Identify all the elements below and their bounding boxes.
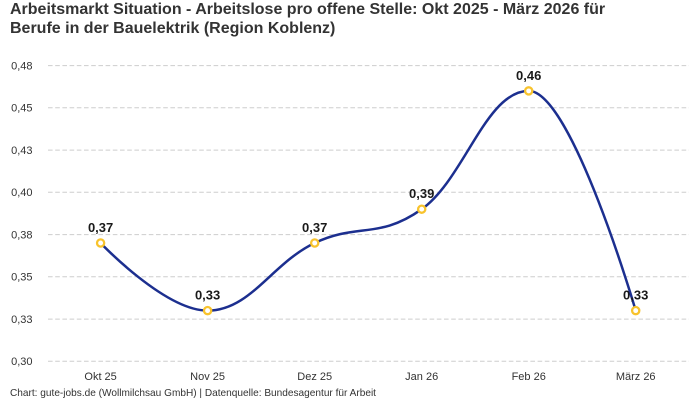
svg-text:0,39: 0,39 (409, 186, 434, 201)
svg-text:0,48: 0,48 (11, 61, 32, 73)
svg-text:0,38: 0,38 (11, 230, 32, 242)
svg-text:0,46: 0,46 (516, 68, 541, 83)
svg-text:0,37: 0,37 (88, 220, 113, 235)
svg-text:0,30: 0,30 (11, 356, 32, 368)
svg-text:0,35: 0,35 (11, 272, 32, 284)
svg-text:0,33: 0,33 (195, 288, 220, 303)
svg-text:0,45: 0,45 (11, 103, 32, 115)
svg-text:Feb 26: Feb 26 (512, 371, 546, 383)
svg-text:0,33: 0,33 (623, 288, 648, 303)
svg-text:März 26: März 26 (616, 371, 656, 383)
svg-text:0,37: 0,37 (302, 220, 327, 235)
svg-text:Nov 25: Nov 25 (190, 371, 225, 383)
svg-text:0,33: 0,33 (11, 314, 32, 326)
svg-text:Okt 25: Okt 25 (84, 371, 116, 383)
svg-text:Dez 25: Dez 25 (297, 371, 332, 383)
svg-text:0,40: 0,40 (11, 187, 32, 199)
svg-text:Jan 26: Jan 26 (405, 371, 438, 383)
svg-text:0,43: 0,43 (11, 145, 32, 157)
